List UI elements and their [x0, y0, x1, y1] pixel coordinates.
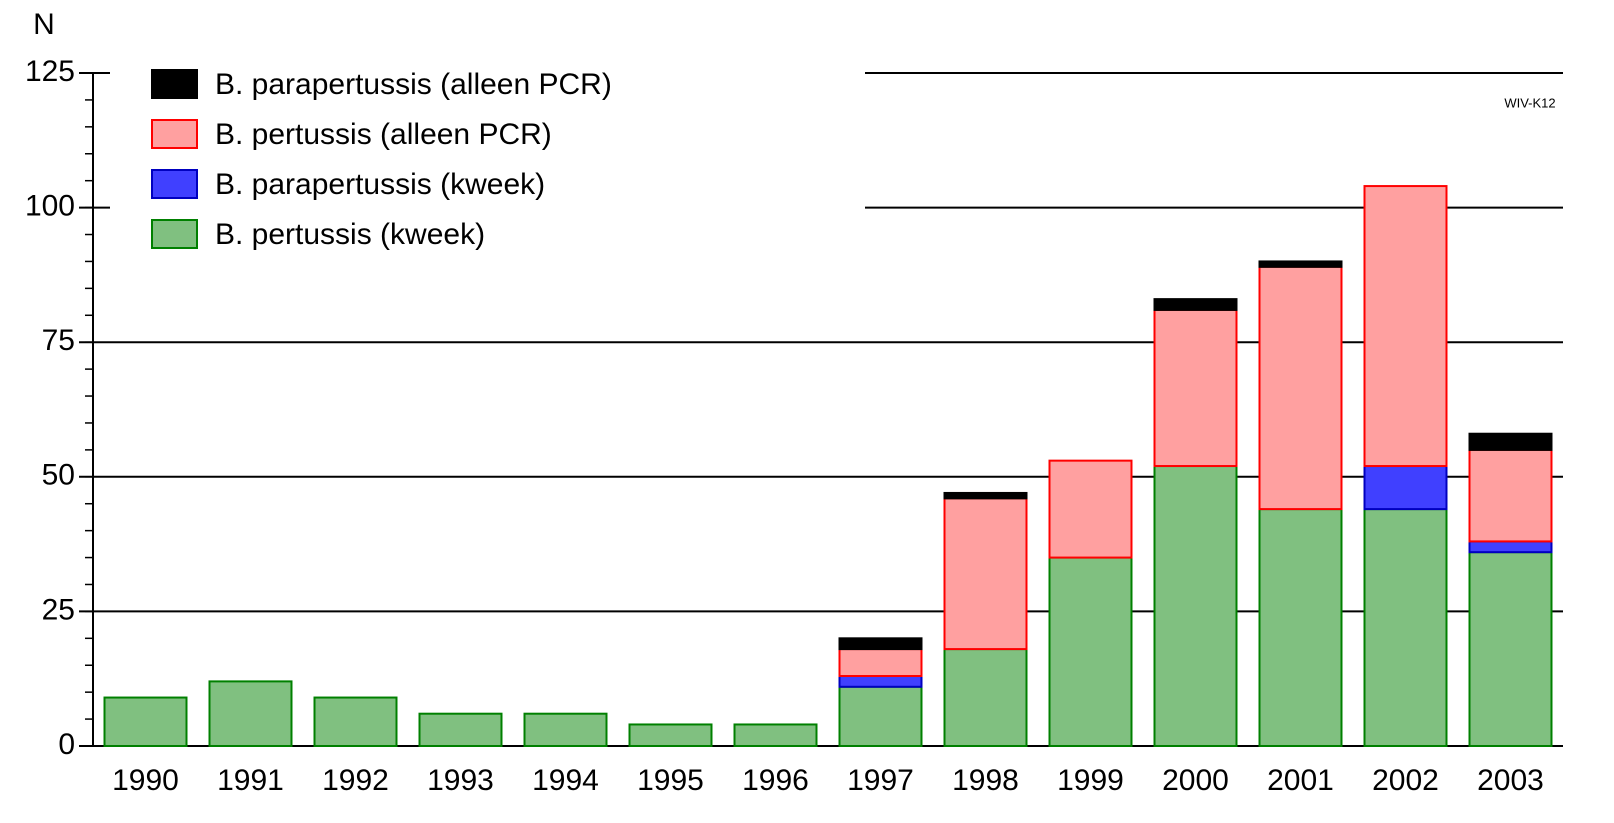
x-tick-label: 1996	[742, 764, 809, 797]
bar-segment	[1468, 448, 1553, 543]
legend-background	[110, 55, 865, 270]
bar-segment	[523, 712, 608, 747]
x-tick-label: 1998	[952, 764, 1019, 797]
legend-label: B. pertussis (kweek)	[215, 218, 485, 251]
x-tick-label: 2001	[1267, 764, 1334, 797]
legend-swatch	[151, 69, 198, 99]
bar-segment	[103, 696, 188, 748]
bar-segment	[733, 723, 818, 747]
bar-segment	[1258, 265, 1343, 511]
x-tick-label: 2002	[1372, 764, 1439, 797]
bar-segment	[1048, 459, 1133, 559]
bar-segment	[943, 491, 1028, 500]
legend-swatch	[151, 119, 198, 149]
y-tick-label: 100	[25, 190, 75, 223]
bar-segment	[943, 648, 1028, 748]
bar-segment	[1153, 465, 1238, 747]
bar-segment	[1048, 556, 1133, 747]
bar-segment	[418, 712, 503, 747]
bar-segment	[1153, 298, 1238, 311]
bar-segment	[1363, 465, 1448, 511]
x-tick-label: 2003	[1477, 764, 1544, 797]
x-tick-label: 1990	[112, 764, 179, 797]
bar-segment	[1468, 432, 1553, 451]
bar-segment	[838, 637, 923, 651]
bar-segment	[1468, 551, 1553, 748]
x-tick-label: 1991	[217, 764, 284, 797]
x-tick-label: 1997	[847, 764, 914, 797]
bar-segment	[1363, 508, 1448, 747]
y-tick-label: 0	[58, 728, 75, 761]
legend-label: B. parapertussis (kweek)	[215, 168, 545, 201]
bar-segment	[1468, 540, 1553, 554]
bar-segment	[628, 723, 713, 747]
x-tick-label: 1995	[637, 764, 704, 797]
x-tick-label: 2000	[1162, 764, 1229, 797]
bar-segment	[313, 696, 398, 748]
bar-segment	[208, 680, 293, 748]
legend-label: B. pertussis (alleen PCR)	[215, 118, 552, 151]
bar-segment	[1258, 508, 1343, 747]
y-tick-label: 50	[42, 459, 75, 492]
y-tick-label: 75	[42, 324, 75, 357]
y-axis-label: N	[33, 8, 55, 41]
bar-segment	[1153, 308, 1238, 468]
bar-segment	[838, 648, 923, 678]
bar-segment	[838, 685, 923, 747]
x-tick-label: 1994	[532, 764, 599, 797]
legend-label: B. parapertussis (alleen PCR)	[215, 68, 612, 101]
annotation: WIV-K12	[1504, 95, 1555, 110]
legend-swatch	[151, 169, 198, 199]
x-tick-label: 1992	[322, 764, 389, 797]
bar-segment	[1363, 185, 1448, 468]
x-tick-label: 1993	[427, 764, 494, 797]
bar-segment	[943, 497, 1028, 651]
x-tick-label: 1999	[1057, 764, 1124, 797]
y-tick-label: 25	[42, 593, 75, 626]
legend-swatch	[151, 219, 198, 249]
bar-segment	[1258, 260, 1343, 268]
y-tick-label: 125	[25, 55, 75, 88]
bar-segment	[838, 675, 923, 688]
